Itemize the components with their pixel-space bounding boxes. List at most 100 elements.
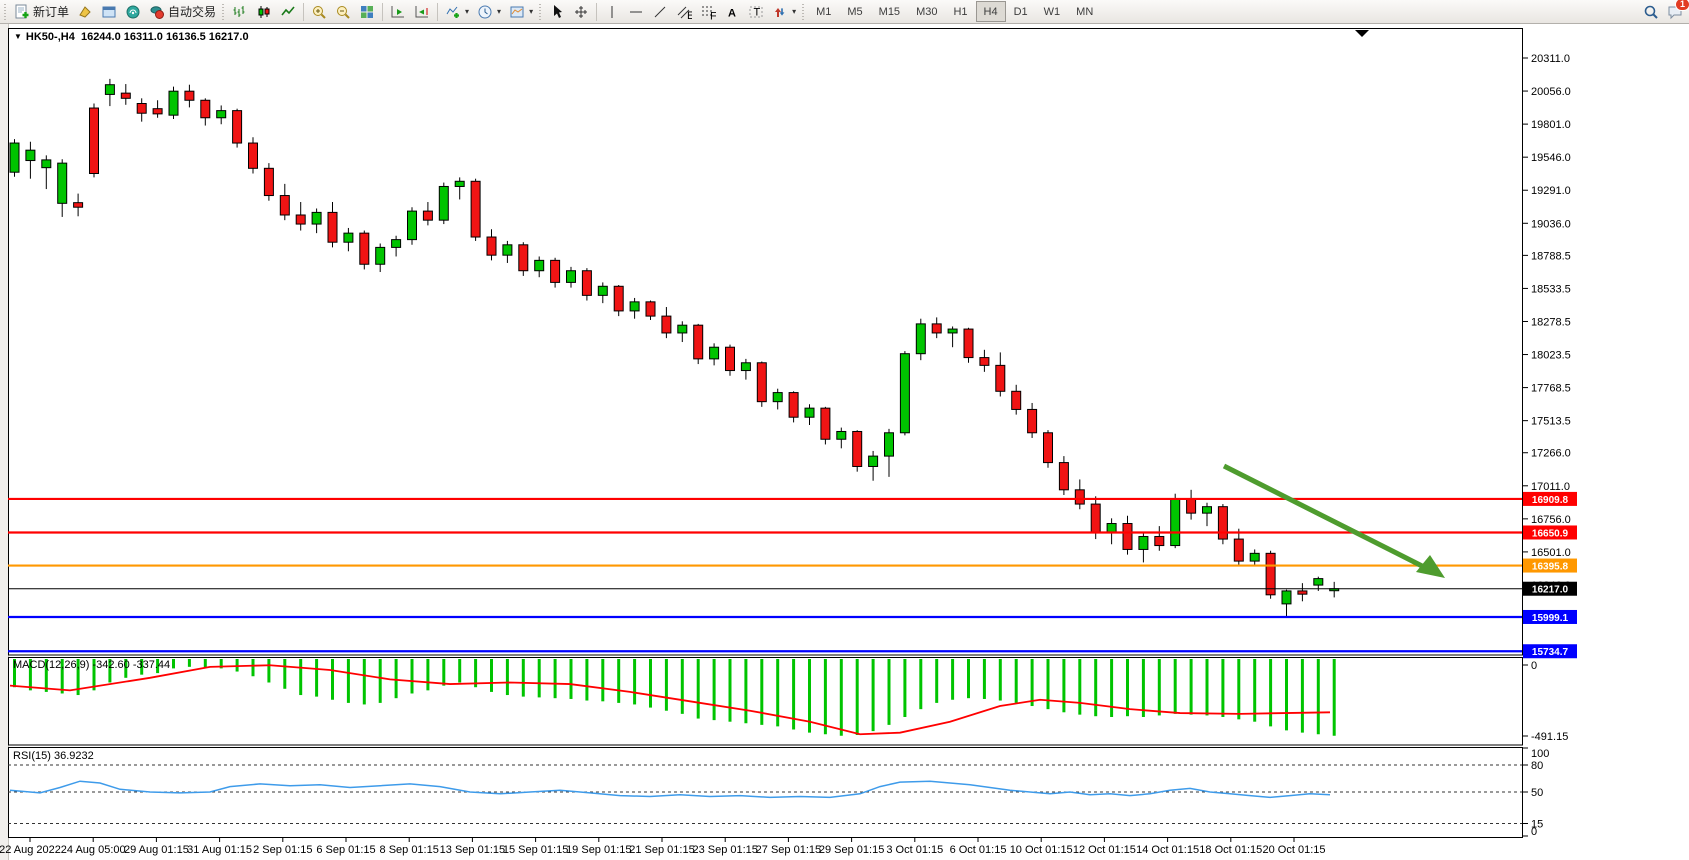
candle-bull [677,324,688,334]
notification-badge: 1 [1674,0,1689,11]
price-tick-label: 17011.0 [1531,481,1570,493]
price-tick-label: 18788.5 [1531,250,1571,262]
rsi-indicator-label: RSI(15) 36.9232 [13,750,94,762]
equidistant-channel-button[interactable]: E [672,1,696,22]
candle-bear [136,103,147,114]
auto-trading-button[interactable]: 自动交易 [145,1,220,22]
price-tick-label: 16756.0 [1531,514,1571,526]
price-badge-label: 16395.8 [1532,562,1569,573]
rsi-axis-label: 15 [1531,819,1543,831]
candle-bear [486,236,497,256]
chart-shift-button[interactable] [410,1,434,22]
timeframe-h4-button[interactable]: H4 [975,1,1006,22]
rsi-line [9,780,1331,799]
candle-bull [311,211,322,225]
text-button[interactable]: A [720,1,744,22]
vertical-line-button[interactable] [600,1,624,22]
chart-bars-button[interactable] [228,1,252,22]
timeframe-m15-button[interactable]: M15 [871,1,908,22]
timeframe-m5-button[interactable]: M5 [839,1,870,22]
chart-candles-button[interactable] [252,1,276,22]
candle-bear [788,392,799,418]
date-tick-label: 22 Aug 2022 [0,844,61,856]
trend-arrow[interactable] [1222,463,1428,571]
candle-bear [248,142,258,169]
timeframe-mn-button[interactable]: MN [1068,1,1101,22]
candle-bear [295,214,306,225]
macd-indicator-label: MACD(12,26,9) -342.60 -337.44 [13,659,171,671]
toolbar-separator [382,2,384,21]
price-tick-label: 17266.0 [1531,448,1571,460]
search-button[interactable] [1639,1,1663,22]
market-watch-button[interactable] [73,1,97,22]
date-tick-label: 6 Sep 01:15 [316,844,375,856]
indicators-button[interactable]: ▾ [441,1,473,22]
timeframe-m30-button[interactable]: M30 [908,1,945,22]
zoom-in-icon [313,5,326,19]
timeframe-m1-button[interactable]: M1 [808,1,839,22]
toolbar-grip [222,3,227,20]
date-tick-label: 27 Sep 01:15 [756,844,821,856]
candle-bull [57,162,68,204]
date-tick-label: 6 Oct 01:15 [950,844,1007,856]
candle-bull [41,159,52,169]
trendline-button[interactable] [648,1,672,22]
auto-scroll-icon [391,5,405,17]
price-badge [1523,609,1577,624]
zoom-in-button[interactable] [307,1,331,22]
indicators-icon [446,6,460,18]
candle-bull [1138,535,1149,550]
candle-bull [534,259,545,272]
macd-axis-label: -491.15 [1531,731,1568,743]
date-tick-label: 3 Oct 01:15 [886,844,943,856]
timeframe-w1-button[interactable]: W1 [1036,1,1069,22]
chart-shift-marker[interactable] [1355,30,1369,37]
candlestick-icon [258,5,270,18]
candle-bear [725,346,735,372]
auto-trading-icon [150,5,165,19]
horizontal-line-button[interactable] [624,1,648,22]
trend-arrow-head[interactable] [1416,555,1445,578]
new-order-button[interactable]: 新订单 [10,1,73,22]
candle-bull [1249,552,1260,562]
crosshair-icon [575,5,588,18]
arrows-icon [775,7,785,17]
candle-bear [89,107,99,175]
periods-button[interactable]: ▾ [473,1,505,22]
text-icon: A [728,7,736,19]
price-badge [1523,525,1577,540]
timeframe-group: M1 M5 M15 M30 H1 H4 D1 W1 MN [808,1,1101,22]
price-tick-label: 19036.0 [1531,218,1571,230]
toolbar: 新订单 自动交易 [0,0,1689,24]
text-label-button[interactable]: T [744,1,768,22]
tile-windows-button[interactable] [355,1,379,22]
rsi-axis-label: 100 [1531,748,1549,760]
candle-bear [1217,506,1228,540]
chart-collapse-icon[interactable]: ▼ [14,32,22,41]
chevron-down-icon: ▾ [792,7,797,16]
data-window-button[interactable] [97,1,121,22]
cursor-button[interactable] [545,1,569,22]
notifications-button[interactable]: 1 [1663,0,1689,22]
chart-line-button[interactable] [276,1,300,22]
candle-bull [836,430,847,440]
candle-bear [1154,535,1165,547]
bar-chart-icon [233,5,245,17]
price-panel [8,28,1523,656]
candle-bear [1011,390,1022,410]
date-tick-label: 13 Sep 01:15 [440,844,505,856]
timeframe-d1-button[interactable]: D1 [1006,1,1036,22]
templates-button[interactable]: ▾ [505,1,537,22]
crosshair-button[interactable] [569,1,593,22]
navigator-button[interactable] [121,1,145,22]
fibonacci-button[interactable]: F [696,1,720,22]
arrows-button[interactable]: ▾ [768,1,800,22]
zoom-out-button[interactable] [331,1,355,22]
svg-text:T: T [754,6,761,18]
candle-bull [899,353,910,434]
auto-scroll-button[interactable] [386,1,410,22]
candle-bull [375,246,386,265]
candle-bull [597,285,608,296]
timeframe-h1-button[interactable]: H1 [945,1,975,22]
